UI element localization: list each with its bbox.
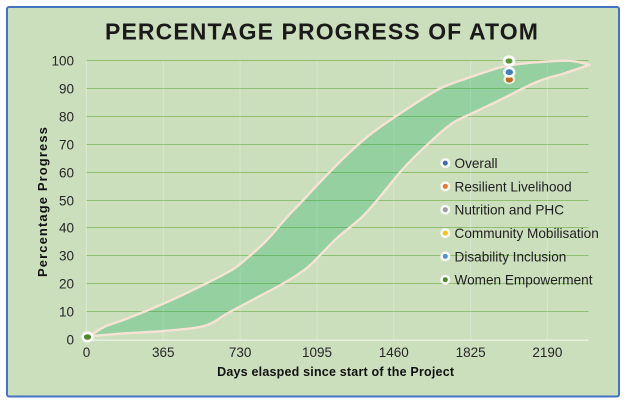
svg-text:Resilient Livelihood: Resilient Livelihood <box>455 179 572 194</box>
svg-text:730: 730 <box>229 345 252 360</box>
svg-text:50: 50 <box>59 193 74 208</box>
svg-text:Days elasped since start of th: Days elasped since start of the Project <box>217 365 455 379</box>
svg-text:70: 70 <box>59 137 74 152</box>
svg-text:90: 90 <box>59 81 74 96</box>
svg-text:Community Mobilisation: Community Mobilisation <box>455 226 599 241</box>
svg-text:Overall: Overall <box>455 156 498 171</box>
svg-text:Nutrition and PHC: Nutrition and PHC <box>455 203 565 218</box>
svg-text:20: 20 <box>59 276 74 291</box>
svg-text:1095: 1095 <box>302 345 332 360</box>
svg-text:30: 30 <box>59 248 74 263</box>
svg-text:40: 40 <box>59 220 74 235</box>
svg-text:0: 0 <box>83 345 91 360</box>
svg-text:1460: 1460 <box>379 345 409 360</box>
svg-text:100: 100 <box>51 53 74 68</box>
svg-text:0: 0 <box>66 332 74 347</box>
svg-text:Women Empowerment: Women Empowerment <box>455 273 593 288</box>
svg-text:60: 60 <box>59 165 74 180</box>
svg-text:Disability Inclusion: Disability Inclusion <box>455 249 567 264</box>
svg-text:10: 10 <box>59 304 74 319</box>
svg-text:1825: 1825 <box>456 345 486 360</box>
svg-text:Percentage Progress: Percentage Progress <box>35 126 50 277</box>
svg-text:2190: 2190 <box>532 345 562 360</box>
svg-text:80: 80 <box>59 109 74 124</box>
svg-text:PERCENTAGE PROGRESS OF ATOM: PERCENTAGE PROGRESS OF ATOM <box>105 19 539 45</box>
svg-text:365: 365 <box>152 345 175 360</box>
